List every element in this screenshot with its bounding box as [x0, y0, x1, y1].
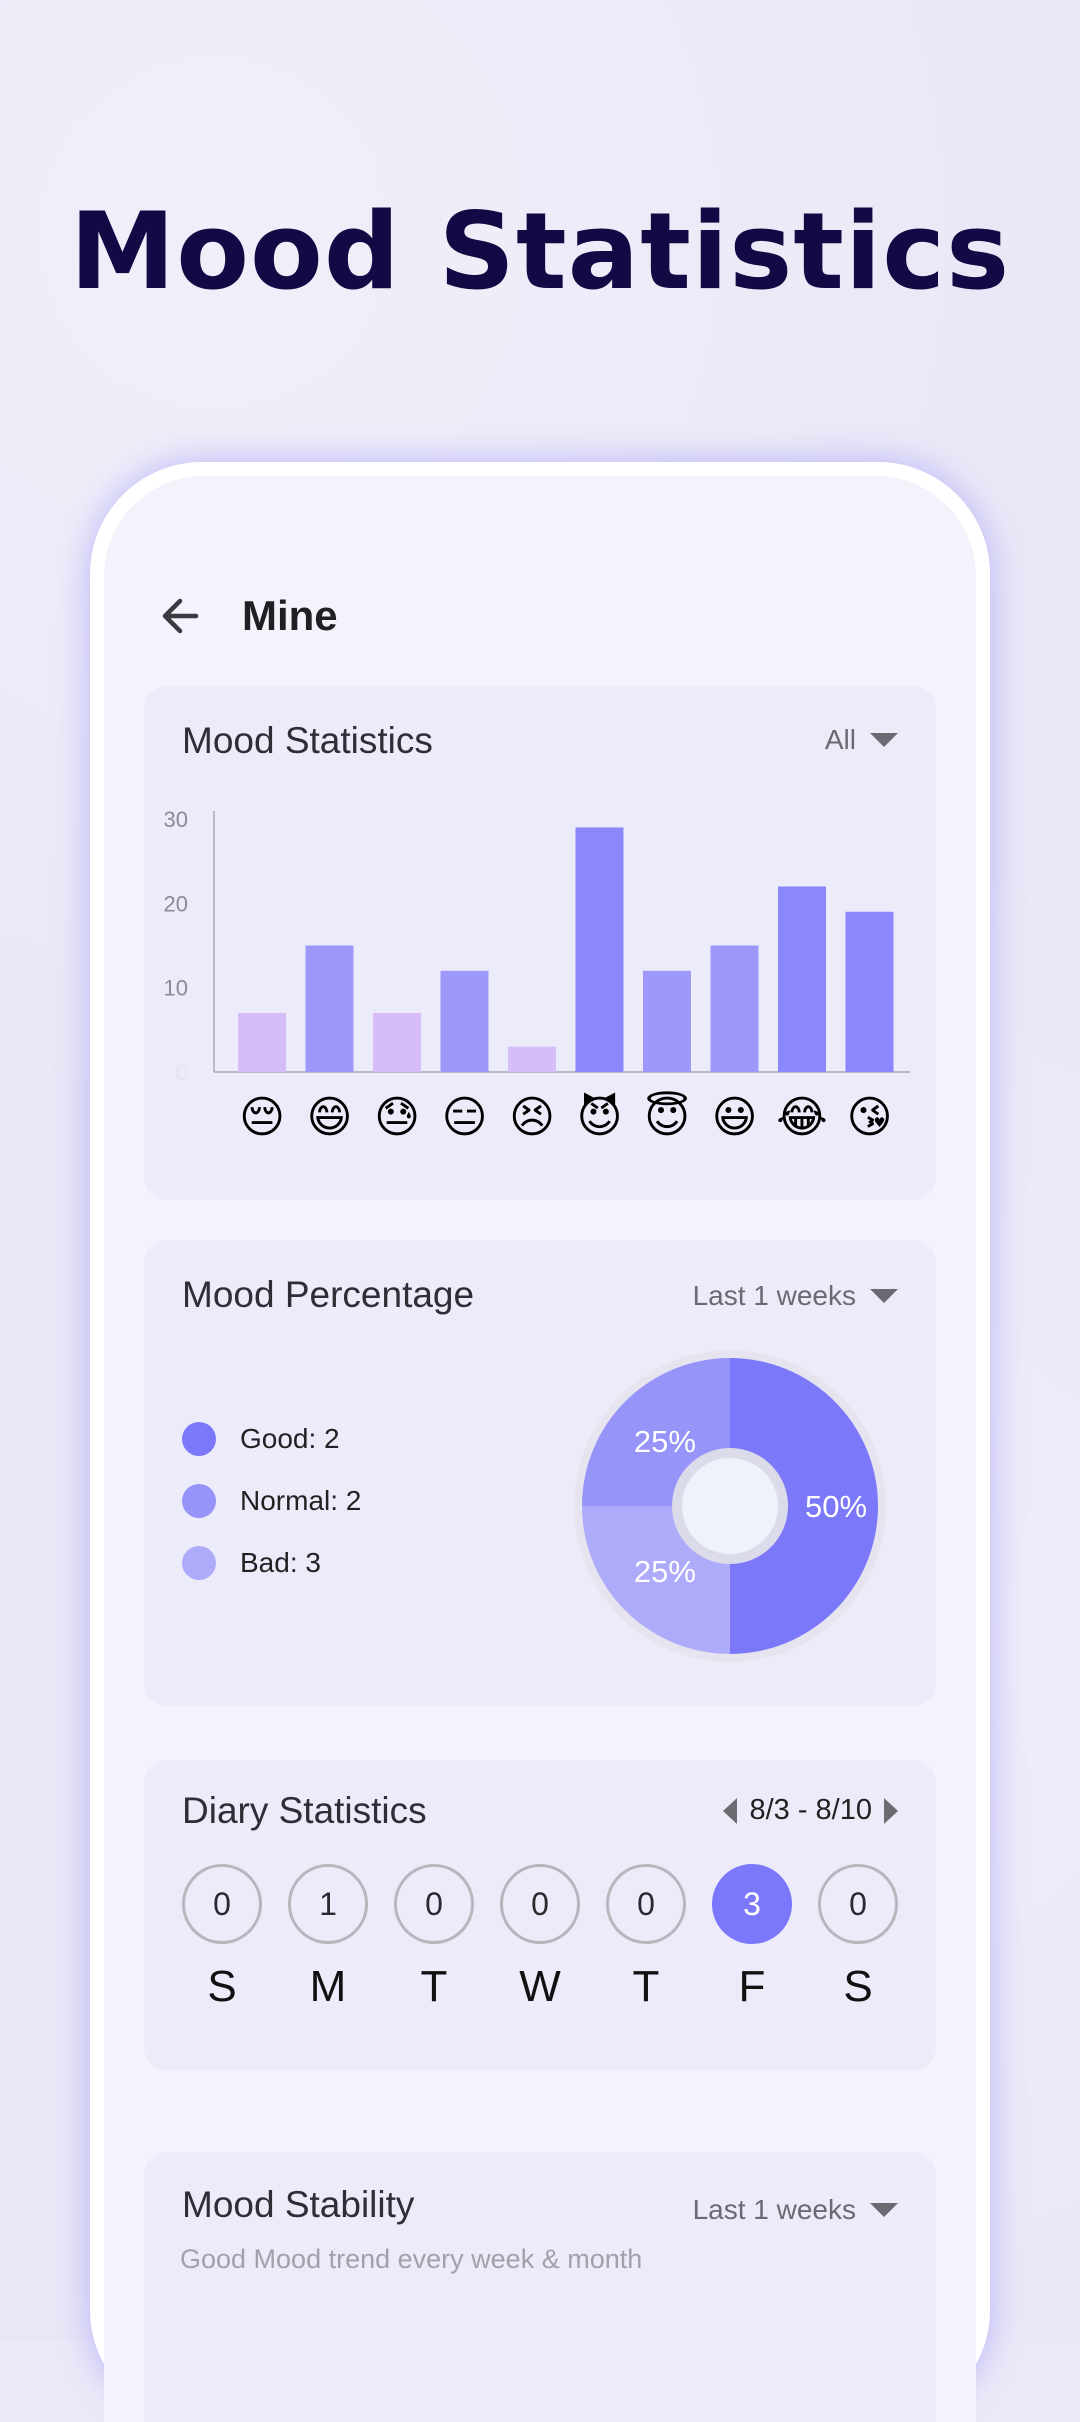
day-letter: W: [519, 1962, 561, 2011]
mood-percentage-title: Mood Percentage: [182, 1274, 475, 1315]
day-count-badge: 0: [818, 1864, 898, 1944]
bar: [778, 886, 826, 1072]
legend-good: Good: 2: [182, 1422, 340, 1456]
y-tick-label: 10: [164, 976, 188, 1001]
caret-down-icon: [870, 2203, 898, 2217]
bar: [575, 827, 624, 1072]
bar: [710, 945, 759, 1072]
mood-emoji-icon[interactable]: 😓: [374, 1093, 420, 1142]
day-count-badge: 0: [500, 1864, 580, 1944]
legend-bad: Bad: 3: [182, 1546, 321, 1580]
legend-dot: [182, 1546, 216, 1580]
mood-emoji-icon[interactable]: 😇: [644, 1093, 690, 1142]
mood-stability-filter[interactable]: Last 1 weeks: [693, 2194, 898, 2226]
day-letter: S: [207, 1962, 237, 2011]
caret-down-icon: [870, 733, 898, 747]
mood-statistics-filter[interactable]: All: [825, 724, 898, 756]
bar: [238, 1012, 286, 1072]
hero-title: Mood Statistics: [69, 190, 1011, 313]
bar: [845, 911, 894, 1072]
caret-down-icon: [870, 1289, 898, 1303]
mood-stability-card: Mood Stability Last 1 weeks Good Mood tr…: [144, 2152, 936, 2422]
legend-label: Normal: 2: [240, 1485, 362, 1516]
slice-percent-label: 25%: [634, 1554, 696, 1589]
day-letter: S: [843, 1962, 873, 2011]
filter-label: All: [824, 724, 856, 755]
arrow-left-icon[interactable]: [152, 588, 208, 644]
mood-emoji-icon[interactable]: 😣: [509, 1093, 555, 1142]
donut-slice: [730, 1358, 878, 1654]
day-letter: M: [309, 1962, 347, 2011]
diary-statistics-title: Diary Statistics: [182, 1790, 427, 1831]
mood-statistics-title: Mood Statistics: [182, 720, 433, 761]
week-range: 8/3 - 8/10: [749, 1794, 872, 1826]
legend-label: Good: 2: [240, 1423, 340, 1454]
day-letter: T: [632, 1962, 660, 2011]
bar: [508, 1046, 556, 1072]
mood-emoji-icon[interactable]: 😃: [711, 1093, 758, 1142]
y-tick-label: 30: [164, 807, 188, 832]
mood-stability-subtitle: Good Mood trend every week & month: [180, 2244, 643, 2274]
mood-statistics-card: Mood Statistics All 30 20 10 0 😔 😄 😓 😑 😣 😈 😇 😃 😂 😘: [144, 686, 936, 1200]
mood-percentage-filter[interactable]: Last 1 weeks: [693, 1280, 898, 1312]
previous-week-icon[interactable]: [723, 1797, 738, 1824]
y-tick-label: 20: [164, 891, 188, 916]
donut-hole: [682, 1458, 778, 1554]
mood-emoji-icon[interactable]: 😄: [306, 1093, 353, 1142]
bar: [305, 945, 354, 1072]
mood-donut-chart: 50% 25% 25%: [574, 1350, 886, 1662]
legend-normal: Normal: 2: [182, 1484, 361, 1518]
day-letter: F: [738, 1962, 766, 2011]
mood-bar-chart: 30 20 10 0: [164, 807, 910, 1085]
slice-percent-label: 25%: [634, 1424, 696, 1459]
bar: [440, 970, 489, 1072]
day-count-badge: 0: [182, 1864, 262, 1944]
filter-label: Last 1 weeks: [692, 1280, 856, 1311]
emoji-axis: 😔 😄 😓 😑 😣 😈 😇 😃 😂 😘: [144, 686, 936, 1200]
day-count-badge: 0: [394, 1864, 474, 1944]
mood-emoji-icon[interactable]: 😔: [239, 1093, 285, 1142]
app-screen: Mine Mood Statistics All 30 20 10 0 😔 😄 😓 😑 😣 😈 😇…: [104, 476, 976, 2422]
week-navigator: 8/3 - 8/10: [723, 1794, 898, 1827]
filter-label: Last 1 weeks: [692, 2194, 856, 2225]
mood-emoji-icon[interactable]: 😂: [776, 1093, 828, 1142]
mood-percentage-card: Mood Percentage Last 1 weeks Good: 2 Nor…: [144, 1240, 936, 1706]
day-count-badge: 3: [712, 1864, 792, 1944]
page-title: Mine: [242, 592, 338, 639]
day-count-badge: 0: [606, 1864, 686, 1944]
next-week-icon[interactable]: [884, 1797, 898, 1824]
phone-frame: Mine Mood Statistics All 30 20 10 0 😔 😄 😓 😑 😣 😈 😇…: [90, 462, 990, 2422]
mood-stability-title: Mood Stability: [182, 2184, 415, 2225]
bar: [373, 1012, 421, 1072]
mood-emoji-icon[interactable]: 😑: [441, 1093, 488, 1142]
day-letter: T: [420, 1962, 448, 2011]
legend-label: Bad: 3: [240, 1547, 321, 1578]
mood-emoji-icon[interactable]: 😘: [846, 1093, 893, 1142]
top-bar: Mine: [104, 476, 976, 639]
bar: [643, 970, 691, 1072]
legend-dot: [182, 1422, 216, 1456]
mood-emoji-icon[interactable]: 😈: [576, 1093, 623, 1142]
y-tick-label: 0: [176, 1060, 188, 1085]
legend-dot: [182, 1484, 216, 1518]
slice-percent-label: 50%: [805, 1489, 867, 1524]
day-count-badge: 1: [288, 1864, 368, 1944]
